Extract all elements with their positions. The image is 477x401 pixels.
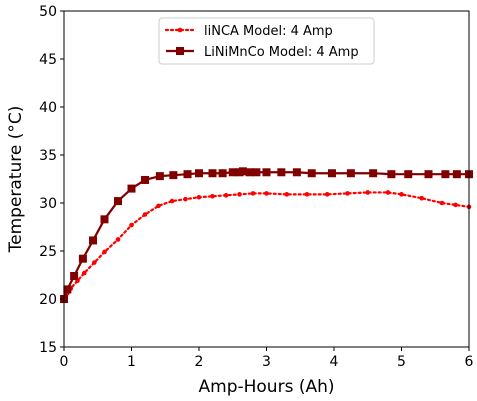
data-point-linimnco (277, 168, 286, 177)
data-point-linca (183, 196, 188, 202)
data-point-linimnco (346, 169, 355, 178)
data-point-linimnco (141, 175, 149, 184)
data-point-linca (453, 202, 458, 208)
series-line-linca (62, 191, 471, 301)
data-point-linca (115, 237, 121, 242)
data-point-linimnco (369, 169, 378, 178)
data-point-linca (324, 192, 330, 197)
data-point-linimnco (262, 168, 271, 177)
legend-marker-dot (177, 27, 183, 33)
data-point-linimnco (452, 170, 461, 179)
y-tick-label: 15 (39, 340, 57, 356)
data-point-linca (237, 192, 242, 197)
x-tick-label: 3 (262, 354, 271, 370)
data-point-linimnco (404, 170, 413, 179)
data-point-linca (399, 192, 404, 197)
data-point-linimnco (327, 169, 336, 178)
data-point-linimnco (245, 168, 254, 177)
x-tick-label: 2 (195, 354, 204, 370)
data-point-linimnco (424, 170, 433, 179)
data-point-linimnco (307, 169, 316, 178)
data-point-linca (304, 192, 310, 197)
series-layer (60, 167, 473, 303)
legend-label-linimnco: LiNiMnCo Model: 4 Amp (204, 45, 359, 60)
y-tick-label: 45 (39, 52, 57, 68)
legend-box (158, 17, 375, 65)
data-point-linca (284, 192, 290, 197)
data-point-linca (92, 260, 97, 265)
data-point-linca (102, 249, 107, 255)
data-point-linimnco (78, 254, 87, 263)
data-point-linimnco (292, 168, 301, 177)
y-axis-label: Temperature (°C) (6, 106, 26, 254)
series-line-linimnco (62, 170, 469, 300)
data-point-linca (210, 193, 215, 199)
data-point-linimnco (195, 169, 203, 178)
data-point-linca (385, 190, 391, 195)
x-tick-label: 4 (330, 354, 339, 370)
data-point-linca (81, 270, 87, 276)
legend: liNCA Model: 4 Amp LiNiMnCo Model: 4 Amp (158, 17, 375, 65)
data-point-linca (223, 193, 229, 198)
data-point-linimnco (252, 168, 261, 177)
data-point-linimnco (127, 184, 136, 193)
data-point-linimnco (89, 236, 98, 245)
data-point-linimnco (155, 172, 164, 181)
data-point-linimnco (238, 167, 247, 176)
data-point-linimnco (114, 197, 122, 206)
x-axis-label: Amp-Hours (Ah) (199, 377, 335, 397)
data-point-linca (156, 203, 161, 209)
legend-marker-square (176, 47, 184, 55)
data-point-linca (196, 194, 202, 200)
y-tick-label: 40 (39, 100, 57, 116)
y-tick-label: 30 (39, 196, 57, 212)
y-tick-label: 20 (39, 292, 57, 308)
data-point-linca (129, 222, 134, 228)
legend-marker-linca (177, 27, 183, 33)
data-point-linca (345, 191, 350, 196)
data-point-linimnco (387, 170, 396, 179)
y-tick-label: 50 (39, 4, 57, 20)
legend-marker-linimnco (176, 47, 184, 55)
x-tick-label: 1 (127, 354, 136, 370)
data-point-linimnco (63, 285, 72, 294)
data-point-linca (169, 198, 175, 204)
data-point-linca (439, 200, 445, 206)
x-tick-label: 5 (397, 354, 406, 370)
data-point-linimnco (70, 271, 79, 280)
y-tick-label: 35 (39, 148, 57, 164)
y-tick-label: 25 (39, 244, 57, 260)
data-point-linimnco (218, 169, 227, 178)
x-tick-label: 0 (60, 354, 69, 370)
data-point-linimnco (169, 171, 178, 180)
data-point-linimnco (208, 169, 217, 178)
data-point-linca (264, 191, 269, 196)
data-point-linca (250, 191, 256, 196)
data-point-linca (365, 190, 371, 195)
data-point-linca (419, 195, 425, 201)
data-point-linimnco (100, 215, 109, 224)
data-point-linimnco (183, 170, 192, 179)
data-point-linimnco (228, 168, 237, 177)
legend-label-linca: liNCA Model: 4 Amp (204, 24, 333, 39)
x-tick-label: 6 (465, 354, 474, 370)
data-point-linimnco (441, 170, 450, 179)
data-point-linca (142, 212, 148, 217)
